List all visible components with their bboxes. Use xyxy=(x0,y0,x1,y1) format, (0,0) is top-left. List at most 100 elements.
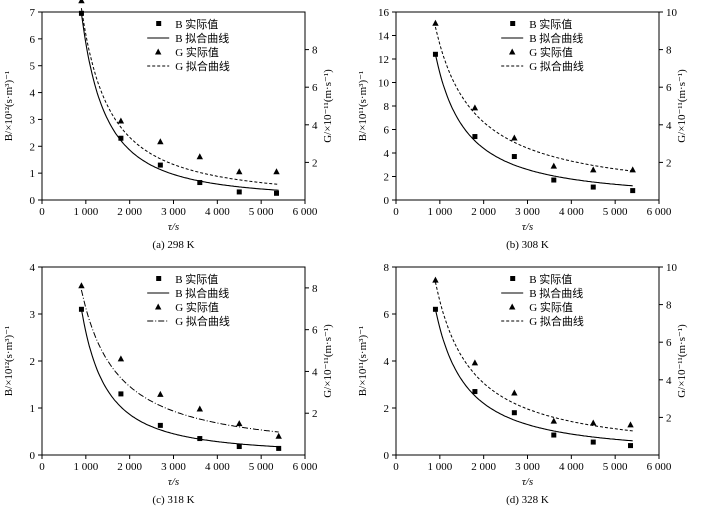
G-data-point xyxy=(157,390,164,397)
x-tick-label: 6 000 xyxy=(647,206,672,218)
y-left-axis-title: B/×10¹²(s·m³)⁻¹ xyxy=(3,71,15,141)
y-right-tick-label: 8 xyxy=(312,45,318,57)
B-data-point xyxy=(472,134,478,140)
B-data-point xyxy=(197,180,203,186)
B-data-point xyxy=(118,135,124,141)
legend-entry: G 实际值 xyxy=(529,300,573,314)
legend-swatch-G-points xyxy=(509,303,516,310)
y-right-axis-title: G/×10⁻¹¹(m·s⁻¹) xyxy=(676,324,688,398)
legend-entry: B 拟合曲线 xyxy=(529,31,583,45)
legend-entry: B 拟合曲线 xyxy=(529,286,583,300)
y-right-tick-label: 4 xyxy=(312,120,318,132)
y-left-tick-label: 6 xyxy=(384,125,390,137)
x-tick-label: 4 000 xyxy=(559,461,584,473)
x-tick-label: 6 000 xyxy=(647,461,672,473)
B-data-point xyxy=(590,184,596,190)
y-left-tick-label: 1 xyxy=(30,168,36,180)
x-tick-label: 5 000 xyxy=(249,461,274,473)
G-data-point xyxy=(196,153,203,160)
x-tick-label: 0 xyxy=(39,461,45,473)
B-fit-curve xyxy=(434,54,633,187)
chart-panel-d: 0 1 000 2 000 3 000 4 000 5 000 6 000 0 2 4 6 8 2 4 6 8… xyxy=(354,255,707,509)
y-right-tick-label: 10 xyxy=(666,7,678,19)
G-data-point xyxy=(78,282,85,289)
B-data-point xyxy=(432,306,438,312)
y-left-tick-label: 4 xyxy=(384,356,390,368)
y-left-tick-label: 2 xyxy=(384,172,390,184)
B-data-point xyxy=(472,389,478,395)
legend-entry: G 实际值 xyxy=(175,300,219,314)
legend-entry: B 实际值 xyxy=(529,17,572,31)
G-data-point xyxy=(629,166,636,173)
B-fit-curve xyxy=(434,309,633,442)
panel-caption: (c) 318 K xyxy=(152,494,194,506)
legend-entry: G 实际值 xyxy=(175,45,219,59)
y-right-tick-label: 2 xyxy=(312,408,318,420)
G-data-point xyxy=(590,419,597,426)
chart-svg-a: 0 1 000 2 000 3 000 4 000 5 000 6 000 0 1 2 3 4 5 6 7 2… xyxy=(3,0,334,251)
B-data-point xyxy=(551,177,557,183)
y-right-axis-title: G/×10⁻¹¹(m·s⁻¹) xyxy=(322,69,334,143)
legend-entry: G 实际值 xyxy=(529,45,573,59)
legend-entry: G 拟合曲线 xyxy=(529,59,584,73)
B-data-point xyxy=(78,306,84,312)
x-tick-label: 0 xyxy=(393,206,399,218)
x-tick-label: 5 000 xyxy=(249,206,274,218)
B-data-point xyxy=(511,154,517,160)
legend-entry: B 拟合曲线 xyxy=(175,286,229,300)
legend-entry: B 拟合曲线 xyxy=(175,31,229,45)
x-tick-label: 2 000 xyxy=(471,461,496,473)
G-data-point xyxy=(117,355,125,362)
plot-frame xyxy=(41,266,306,456)
y-left-tick-label: 5 xyxy=(30,61,36,73)
chart-panel-b: 0 1 000 2 000 3 000 4 000 5 000 6 000 0 2 4 6 8 10 12… xyxy=(354,0,707,254)
y-left-tick-label: 4 xyxy=(384,148,390,160)
x-tick-label: 2 000 xyxy=(117,206,142,218)
B-data-point xyxy=(157,162,163,168)
chart-panel-c: 0 1 000 2 000 3 000 4 000 5 000 6 000 0 1 2 3 4 2 4 6 8… xyxy=(0,255,353,509)
y-right-axis-title: G/×10⁻¹¹(m·s⁻¹) xyxy=(676,69,688,143)
B-data-point xyxy=(432,51,438,57)
B-data-point xyxy=(236,189,242,195)
y-left-tick-label: 8 xyxy=(384,262,390,274)
plot-frame xyxy=(395,11,660,201)
y-right-tick-label: 8 xyxy=(666,300,672,312)
x-tick-label: 1 000 xyxy=(73,206,98,218)
G-data-point xyxy=(471,359,479,366)
G-data-point xyxy=(432,276,439,283)
legend-swatch-G-points xyxy=(155,48,162,55)
y-left-tick-label: 0 xyxy=(30,195,36,207)
x-tick-label: 2 000 xyxy=(471,206,496,218)
B-data-point xyxy=(590,439,596,445)
y-right-tick-label: 10 xyxy=(666,262,678,274)
chart-svg-d: 0 1 000 2 000 3 000 4 000 5 000 6 000 0 2 4 6 8 2 4 6 8… xyxy=(357,262,688,506)
y-right-tick-label: 2 xyxy=(666,412,672,424)
legend-swatch-B-points xyxy=(510,276,516,281)
x-tick-label: 2 000 xyxy=(117,461,142,473)
G-data-point xyxy=(511,389,518,396)
G-data-point xyxy=(511,134,518,141)
B-data-point xyxy=(274,190,280,196)
y-right-tick-label: 6 xyxy=(666,337,672,349)
y-left-tick-label: 16 xyxy=(378,7,390,19)
y-right-tick-label: 6 xyxy=(312,82,318,94)
B-data-point xyxy=(236,444,242,450)
G-data-point xyxy=(550,162,557,169)
x-tick-label: 0 xyxy=(393,461,399,473)
y-left-tick-label: 2 xyxy=(30,356,36,368)
y-right-axis-title: G/×10⁻¹¹(m·s⁻¹) xyxy=(322,324,334,398)
x-tick-label: 3 000 xyxy=(161,206,186,218)
panel-caption: (b) 308 K xyxy=(506,239,549,251)
y-left-tick-label: 6 xyxy=(384,309,390,321)
plot-frame xyxy=(395,266,660,456)
B-data-point xyxy=(157,422,163,428)
chart-panel-a: 0 1 000 2 000 3 000 4 000 5 000 6 000 0 1 2 3 4 5 6 7 2… xyxy=(0,0,353,254)
x-tick-label: 5 000 xyxy=(603,461,628,473)
y-left-tick-label: 3 xyxy=(30,309,36,321)
panel-caption: (d) 328 K xyxy=(506,494,549,506)
B-data-point xyxy=(551,432,557,438)
y-right-tick-label: 8 xyxy=(312,283,318,295)
x-tick-label: 4 000 xyxy=(205,461,230,473)
B-data-point xyxy=(197,436,203,442)
x-tick-label: 4 000 xyxy=(559,206,584,218)
